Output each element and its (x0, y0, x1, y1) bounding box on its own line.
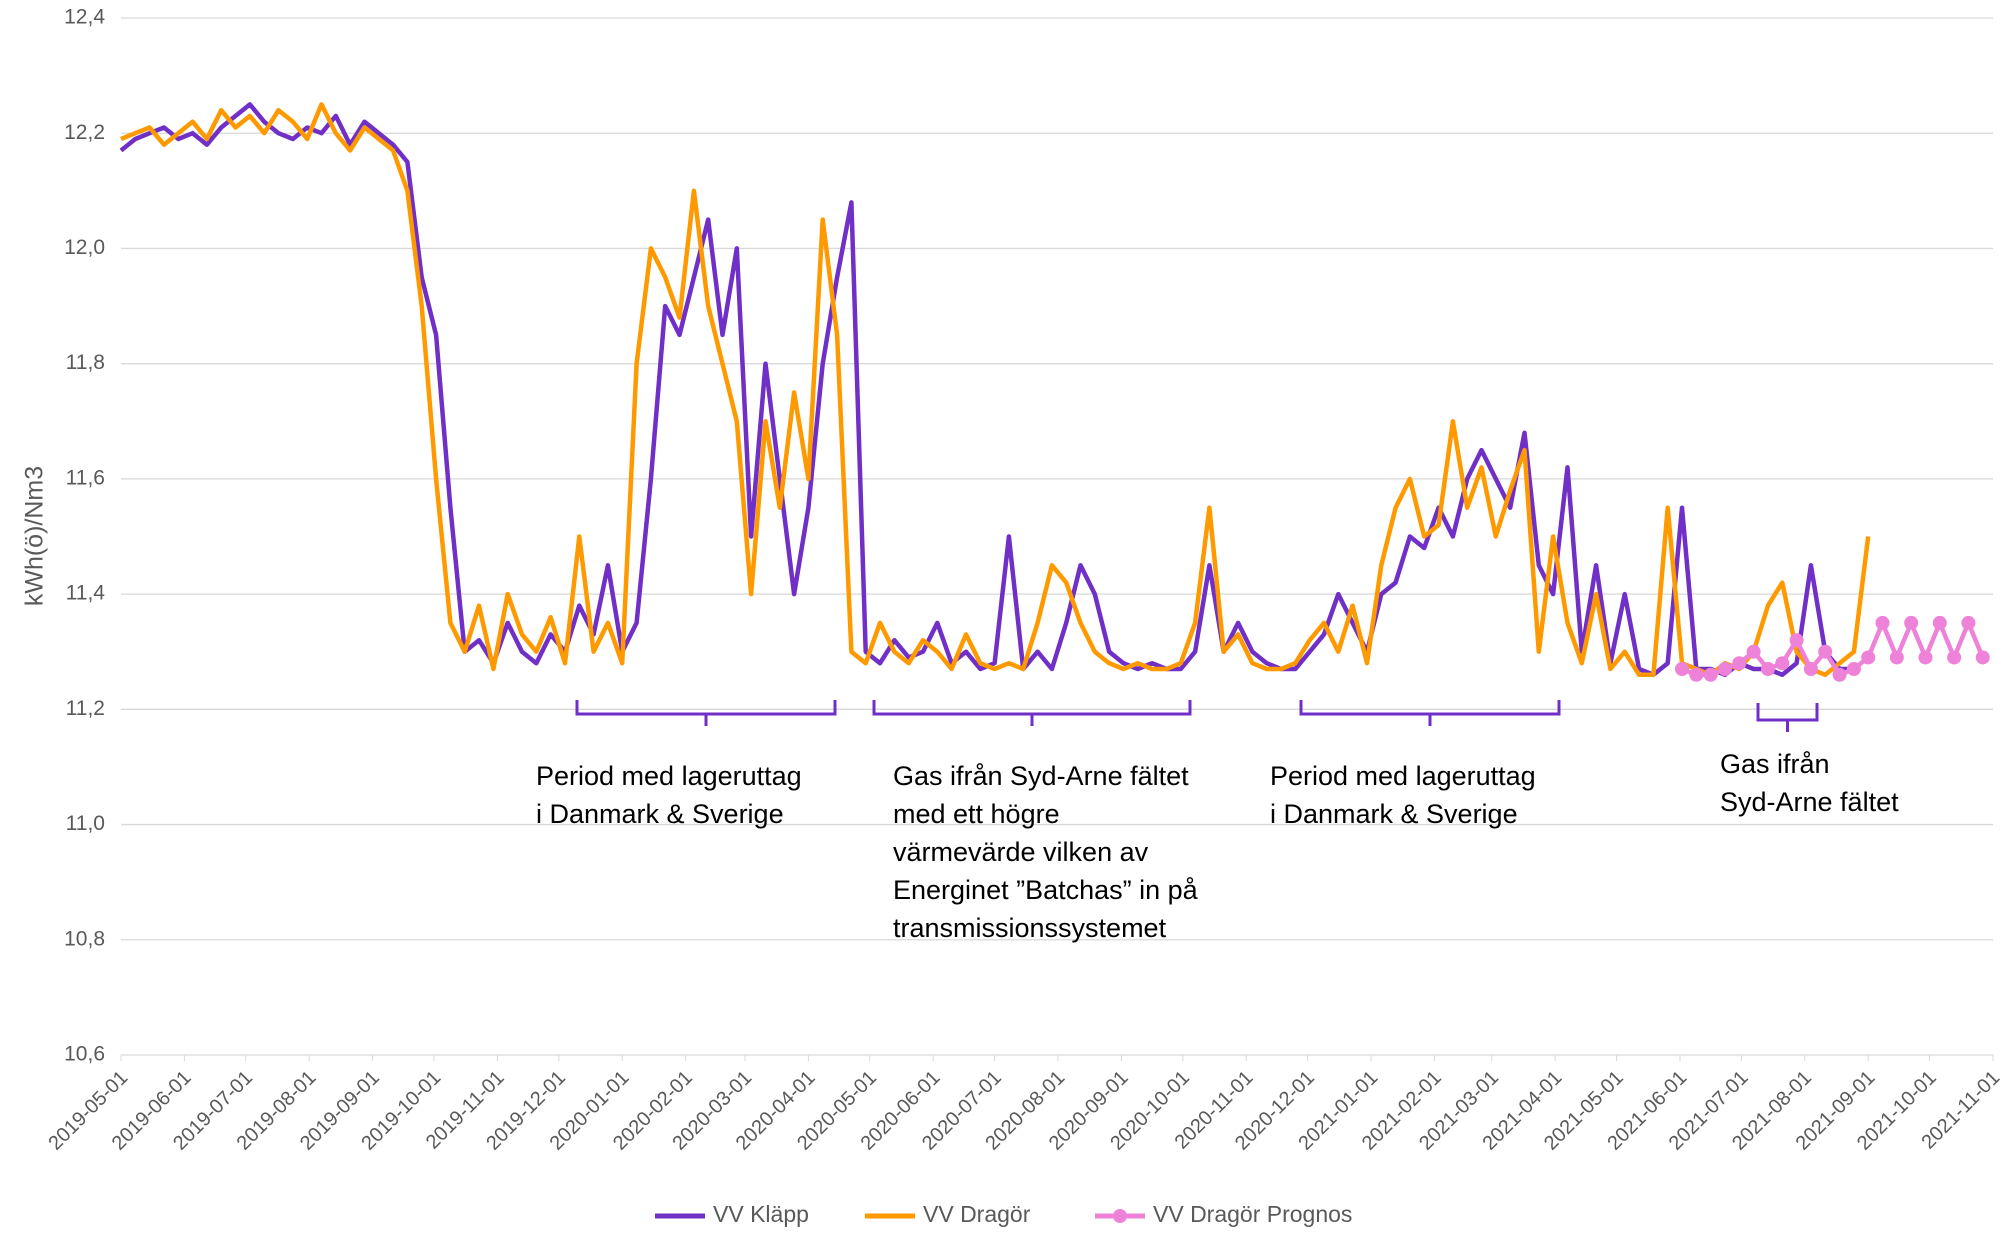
annotation-text: Period med lageruttag (536, 761, 802, 791)
series-marker (1760, 662, 1775, 677)
legend-label: VV Dragör (923, 1201, 1031, 1227)
series-marker (1861, 650, 1876, 665)
y-axis-label: kWh(ö)/Nm3 (21, 466, 49, 606)
series-marker (1947, 650, 1962, 665)
annotation-text: Period med lageruttag (1270, 761, 1536, 791)
series-line (120, 102, 1871, 678)
series-marker (1904, 615, 1919, 630)
y-tick-label: 10,8 (64, 927, 105, 950)
annotation-text: i Danmark & Sverige (536, 799, 784, 829)
series-marker (1746, 644, 1761, 659)
series-marker (1675, 662, 1690, 677)
legend-label: VV Kläpp (713, 1201, 809, 1227)
y-tick-label: 11,2 (66, 697, 105, 720)
annotation-text: Gas ifrån Syd-Arne fältet (893, 761, 1189, 791)
y-tick-label: 11,6 (66, 466, 105, 489)
series-marker (1717, 662, 1732, 677)
annotation-bracket (1756, 703, 1819, 732)
y-tick-label: 12,4 (64, 6, 105, 29)
y-tick-label: 11,8 (66, 351, 105, 374)
series-marker (1961, 615, 1976, 630)
series-marker (1689, 667, 1704, 682)
y-tick-label: 11,4 (66, 582, 106, 605)
annotation-bracket (872, 700, 1192, 726)
annotation-text: Gas ifrån (1720, 749, 1830, 779)
series-marker (1875, 615, 1890, 630)
series-line (119, 102, 1854, 678)
annotation-text: i Danmark & Sverige (1270, 799, 1518, 829)
series-marker (1703, 667, 1718, 682)
annotation-text: värmevärde vilken av (893, 837, 1149, 867)
series-marker (1918, 650, 1933, 665)
annotation-bracket (575, 700, 837, 726)
series-marker (1889, 650, 1904, 665)
series-line (1681, 620, 1985, 678)
annotation-bracket (1299, 700, 1561, 726)
y-tick-label: 10,6 (64, 1043, 105, 1066)
annotation-text: Energinet ”Batchas” in på (893, 875, 1199, 905)
series-marker (1732, 656, 1747, 671)
y-tick-label: 12,2 (64, 121, 105, 144)
y-tick-label: 11,0 (66, 812, 105, 835)
series-marker (1818, 644, 1833, 659)
series-marker (1975, 650, 1990, 665)
annotation-text: Syd-Arne fältet (1720, 787, 1899, 817)
series-marker (1832, 667, 1847, 682)
legend-marker (1113, 1209, 1127, 1223)
annotation-text: med ett högre (893, 799, 1060, 829)
series-marker (1775, 656, 1790, 671)
series-marker (1789, 633, 1804, 648)
series-marker (1846, 662, 1861, 677)
y-tick-label: 12,0 (64, 236, 105, 259)
series-marker (1932, 615, 1947, 630)
series-marker (1803, 662, 1818, 677)
legend-label: VV Dragör Prognos (1153, 1201, 1352, 1227)
annotation-text: transmissionssystemet (893, 913, 1167, 943)
